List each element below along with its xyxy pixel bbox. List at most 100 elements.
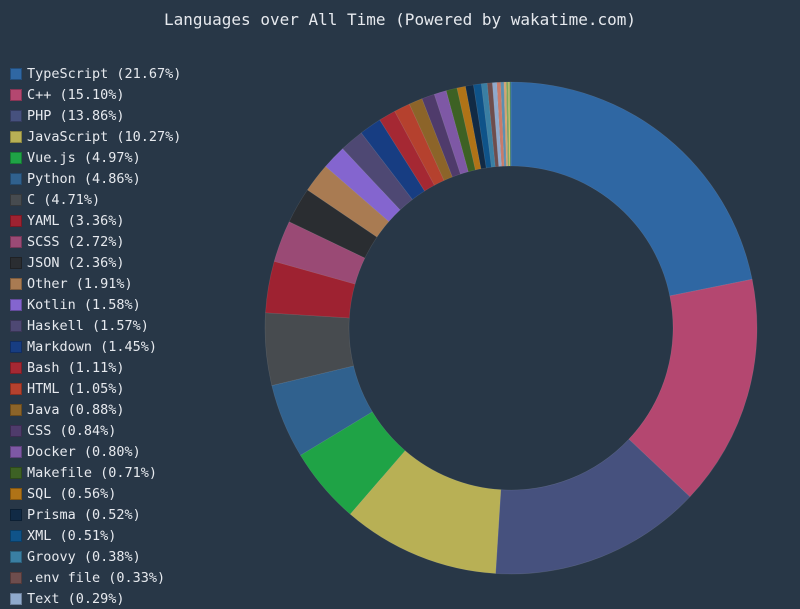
legend-item: Haskell (1.57%) — [10, 315, 181, 336]
legend-swatch — [10, 550, 22, 563]
pie-slice — [495, 438, 691, 575]
legend-swatch — [10, 214, 22, 227]
legend-label: Haskell (1.57%) — [27, 317, 149, 334]
legend-swatch — [10, 424, 22, 437]
legend-item: Makefile (0.71%) — [10, 462, 181, 483]
legend-label: C++ (15.10%) — [27, 86, 125, 103]
legend-label: Prisma (0.52%) — [27, 506, 141, 523]
pie-slice — [481, 82, 496, 168]
pie-slice — [628, 278, 758, 498]
legend-swatch — [10, 340, 22, 353]
legend-label: Groovy (0.38%) — [27, 548, 141, 565]
pie-slice — [486, 82, 500, 168]
legend-swatch — [10, 445, 22, 458]
legend-label: SCSS (2.72%) — [27, 233, 125, 250]
legend-item: Other (1.91%) — [10, 273, 181, 294]
legend-item: HTML (1.05%) — [10, 378, 181, 399]
pie-slice — [503, 81, 509, 167]
legend-label: JSON (2.36%) — [27, 254, 125, 271]
legend-swatch — [10, 298, 22, 311]
legend-label: Other (1.91%) — [27, 275, 133, 292]
pie-slice — [307, 165, 390, 238]
legend-label: HTML (1.05%) — [27, 380, 125, 397]
legend-swatch — [10, 256, 22, 269]
legend-swatch — [10, 172, 22, 185]
legend-swatch — [10, 151, 22, 164]
legend-item: Prisma (0.52%) — [10, 504, 181, 525]
legend-item: CSS (0.84%) — [10, 420, 181, 441]
legend-item: Markdown (1.45%) — [10, 336, 181, 357]
legend-label: Kotlin (1.58%) — [27, 296, 141, 313]
legend-item: Python (4.86%) — [10, 168, 181, 189]
legend-label: CSS (0.84%) — [27, 422, 117, 439]
pie-slice — [325, 148, 401, 222]
legend-swatch — [10, 319, 22, 332]
legend: TypeScript (21.67%) C++ (15.10%) PHP (13.8… — [10, 63, 181, 609]
legend-label: JavaScript (10.27%) — [27, 128, 182, 145]
legend-item: Kotlin (1.58%) — [10, 294, 181, 315]
legend-item: Docker (0.80%) — [10, 441, 181, 462]
legend-label: Docker (0.80%) — [27, 443, 141, 460]
legend-swatch — [10, 277, 22, 290]
legend-item: JSON (2.36%) — [10, 252, 181, 273]
legend-label: Makefile (0.71%) — [27, 464, 158, 481]
legend-swatch — [10, 487, 22, 500]
pie-slice — [496, 81, 505, 167]
legend-item: Bash (1.11%) — [10, 357, 181, 378]
legend-swatch — [10, 193, 22, 206]
pie-slice — [473, 83, 492, 169]
legend-item: Vue.js (4.97%) — [10, 147, 181, 168]
legend-item: SCSS (2.72%) — [10, 231, 181, 252]
legend-swatch — [10, 67, 22, 80]
legend-item: SQL (0.56%) — [10, 483, 181, 504]
pie-slice — [349, 450, 502, 574]
pie-slice — [510, 81, 753, 297]
pie-slice — [271, 365, 373, 456]
legend-item: Groovy (0.38%) — [10, 546, 181, 567]
legend-swatch — [10, 529, 22, 542]
pie-slice — [273, 221, 366, 285]
pie-slice — [492, 82, 502, 167]
legend-swatch — [10, 109, 22, 122]
legend-label: SQL (0.56%) — [27, 485, 117, 502]
legend-label: TypeScript (21.67%) — [27, 65, 182, 82]
legend-item: YAML (3.36%) — [10, 210, 181, 231]
legend-label: YAML (3.36%) — [27, 212, 125, 229]
legend-label: Java (0.88%) — [27, 401, 125, 418]
pie-slice — [288, 189, 378, 259]
legend-item: XML (0.51%) — [10, 525, 181, 546]
legend-label: XML (0.51%) — [27, 527, 117, 544]
pie-slice — [509, 81, 512, 167]
legend-label: PHP (13.86%) — [27, 107, 125, 124]
legend-swatch — [10, 508, 22, 521]
legend-item: C++ (15.10%) — [10, 84, 181, 105]
pie-slice — [379, 110, 435, 192]
legend-label: Markdown (1.45%) — [27, 338, 158, 355]
legend-label: Python (4.86%) — [27, 170, 141, 187]
pie-slice — [408, 98, 453, 181]
legend-label: C (4.71%) — [27, 191, 101, 208]
pie-slice — [506, 81, 510, 167]
legend-item: TypeScript (21.67%) — [10, 63, 181, 84]
legend-swatch — [10, 235, 22, 248]
chart-title: Languages over All Time (Powered by waka… — [163, 10, 636, 29]
legend-swatch — [10, 130, 22, 143]
legend-item: Java (0.88%) — [10, 399, 181, 420]
legend-label: Bash (1.11%) — [27, 359, 125, 376]
legend-swatch — [10, 571, 22, 584]
legend-item: .env file (0.33%) — [10, 567, 181, 588]
legend-label: .env file (0.33%) — [27, 569, 166, 586]
legend-swatch — [10, 361, 22, 374]
legend-label: Vue.js (4.97%) — [27, 149, 141, 166]
pie-slice — [394, 103, 445, 186]
legend-swatch — [10, 466, 22, 479]
pie-slice — [500, 81, 507, 167]
pie-slice — [456, 85, 482, 171]
legend-swatch — [10, 403, 22, 416]
legend-item: PHP (13.86%) — [10, 105, 181, 126]
legend-swatch — [10, 382, 22, 395]
legend-swatch — [10, 88, 22, 101]
legend-item: JavaScript (10.27%) — [10, 126, 181, 147]
legend-item: C (4.71%) — [10, 189, 181, 210]
